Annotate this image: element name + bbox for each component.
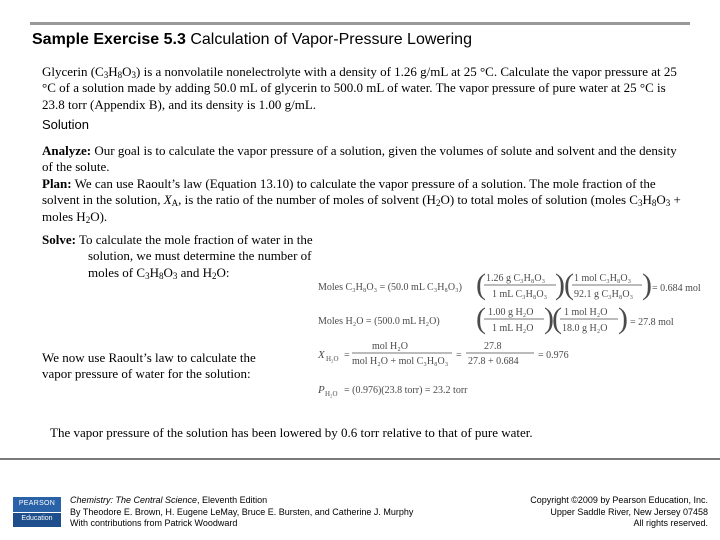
paren-close: ) bbox=[544, 302, 554, 335]
paren-close: ) bbox=[555, 268, 565, 301]
footer-citation: Chemistry: The Central Science, Eleventh… bbox=[70, 495, 413, 530]
equals-sign: = bbox=[456, 350, 462, 361]
logo-top-text: PEARSON bbox=[18, 500, 56, 507]
book-title: Chemistry: The Central Science bbox=[70, 495, 198, 505]
solve-label: Solve: bbox=[42, 232, 76, 247]
calculation-panel: Moles C₃H₈O₃ = (50.0 mL C₃H₈O₃) ( 1.26 g… bbox=[312, 264, 708, 404]
plan-label: Plan: bbox=[42, 176, 72, 191]
conclusion-paragraph: The vapor pressure of the solution has b… bbox=[50, 425, 533, 440]
pearson-logo: PEARSON Education bbox=[13, 497, 61, 527]
paren-open: ( bbox=[476, 302, 486, 335]
glycerin-density-num: 1.26 g C₃H₈O₃ bbox=[486, 273, 545, 284]
solution-heading: Solution bbox=[42, 117, 89, 132]
paren-open: ( bbox=[564, 268, 574, 301]
mole-fraction-symbol: X bbox=[317, 349, 326, 361]
glycerin-result: = 0.684 mol bbox=[652, 283, 701, 294]
glycerin-mm-num: 1 mol C₃H₈O₃ bbox=[574, 273, 631, 284]
equals-sign: = bbox=[344, 350, 350, 361]
mf-val-num: 27.8 bbox=[484, 341, 502, 352]
water-moles-lhs: Moles H₂O = (500.0 mL H₂O) bbox=[318, 316, 440, 327]
glycerin-moles-lhs: Moles C₃H₈O₃ = (50.0 mL C₃H₈O₃) bbox=[318, 282, 462, 293]
footer-rule bbox=[0, 458, 720, 460]
paren-open: ( bbox=[552, 302, 562, 335]
book-contributions: With contributions from Patrick Woodward bbox=[70, 518, 238, 528]
footer-copyright: Copyright ©2009 by Pearson Education, In… bbox=[530, 495, 708, 530]
copyright-line: Copyright ©2009 by Pearson Education, In… bbox=[530, 495, 708, 505]
analyze-paragraph: Analyze: Our goal is to calculate the va… bbox=[42, 143, 677, 175]
problem-statement: Glycerin (C3H8O3) is a nonvolatile nonel… bbox=[42, 64, 677, 112]
paren-close: ) bbox=[618, 302, 628, 335]
water-density-den: 1 mL H₂O bbox=[492, 323, 533, 334]
water-density-num: 1.00 g H₂O bbox=[488, 307, 533, 318]
mf-def-num: mol H₂O bbox=[372, 341, 408, 352]
vapor-pressure-symbol: P bbox=[317, 384, 325, 396]
water-mm-den: 18.0 g H₂O bbox=[562, 323, 607, 334]
raoult-paragraph: We now use Raoult’s law to calculate the… bbox=[42, 350, 256, 382]
logo-bottom-text: Education bbox=[21, 515, 53, 522]
exercise-label: Sample Exercise 5.3 bbox=[32, 31, 186, 48]
vapor-pressure-result: = (0.976)(23.8 torr) = 23.2 torr bbox=[344, 385, 468, 396]
mf-def-den: mol H₂O + mol C₃H₈O₃ bbox=[352, 356, 448, 367]
vapor-pressure-subscript: H₂O bbox=[325, 390, 338, 398]
glycerin-density-den: 1 mL C₃H₈O₃ bbox=[492, 289, 547, 300]
exercise-title: Calculation of Vapor-Pressure Lowering bbox=[190, 31, 472, 48]
rights-line: All rights reserved. bbox=[633, 518, 708, 528]
analyze-label: Analyze: bbox=[42, 143, 92, 158]
plan-paragraph: Plan: We can use Raoult’s law (Equation … bbox=[42, 176, 681, 225]
publisher-address: Upper Saddle River, New Jersey 07458 bbox=[550, 506, 708, 517]
water-result: = 27.8 mol bbox=[630, 317, 674, 328]
book-authors: By Theodore E. Brown, H. Eugene LeMay, B… bbox=[70, 506, 414, 517]
paren-close: ) bbox=[642, 268, 652, 301]
slide-title: Sample Exercise 5.3 Calculation of Vapor… bbox=[32, 31, 472, 49]
glycerin-mm-den: 92.1 g C₃H₈O₃ bbox=[574, 289, 633, 300]
mf-val-den: 27.8 + 0.684 bbox=[468, 356, 519, 367]
mole-fraction-subscript: H₂O bbox=[326, 355, 339, 363]
water-mm-num: 1 mol H₂O bbox=[564, 307, 608, 318]
header-rule bbox=[30, 22, 690, 25]
book-edition: , Eleventh Edition bbox=[197, 495, 268, 505]
paren-open: ( bbox=[476, 268, 486, 301]
mf-result: = 0.976 bbox=[538, 350, 569, 361]
solve-paragraph: Solve: To calculate the mole fraction of… bbox=[42, 232, 313, 281]
